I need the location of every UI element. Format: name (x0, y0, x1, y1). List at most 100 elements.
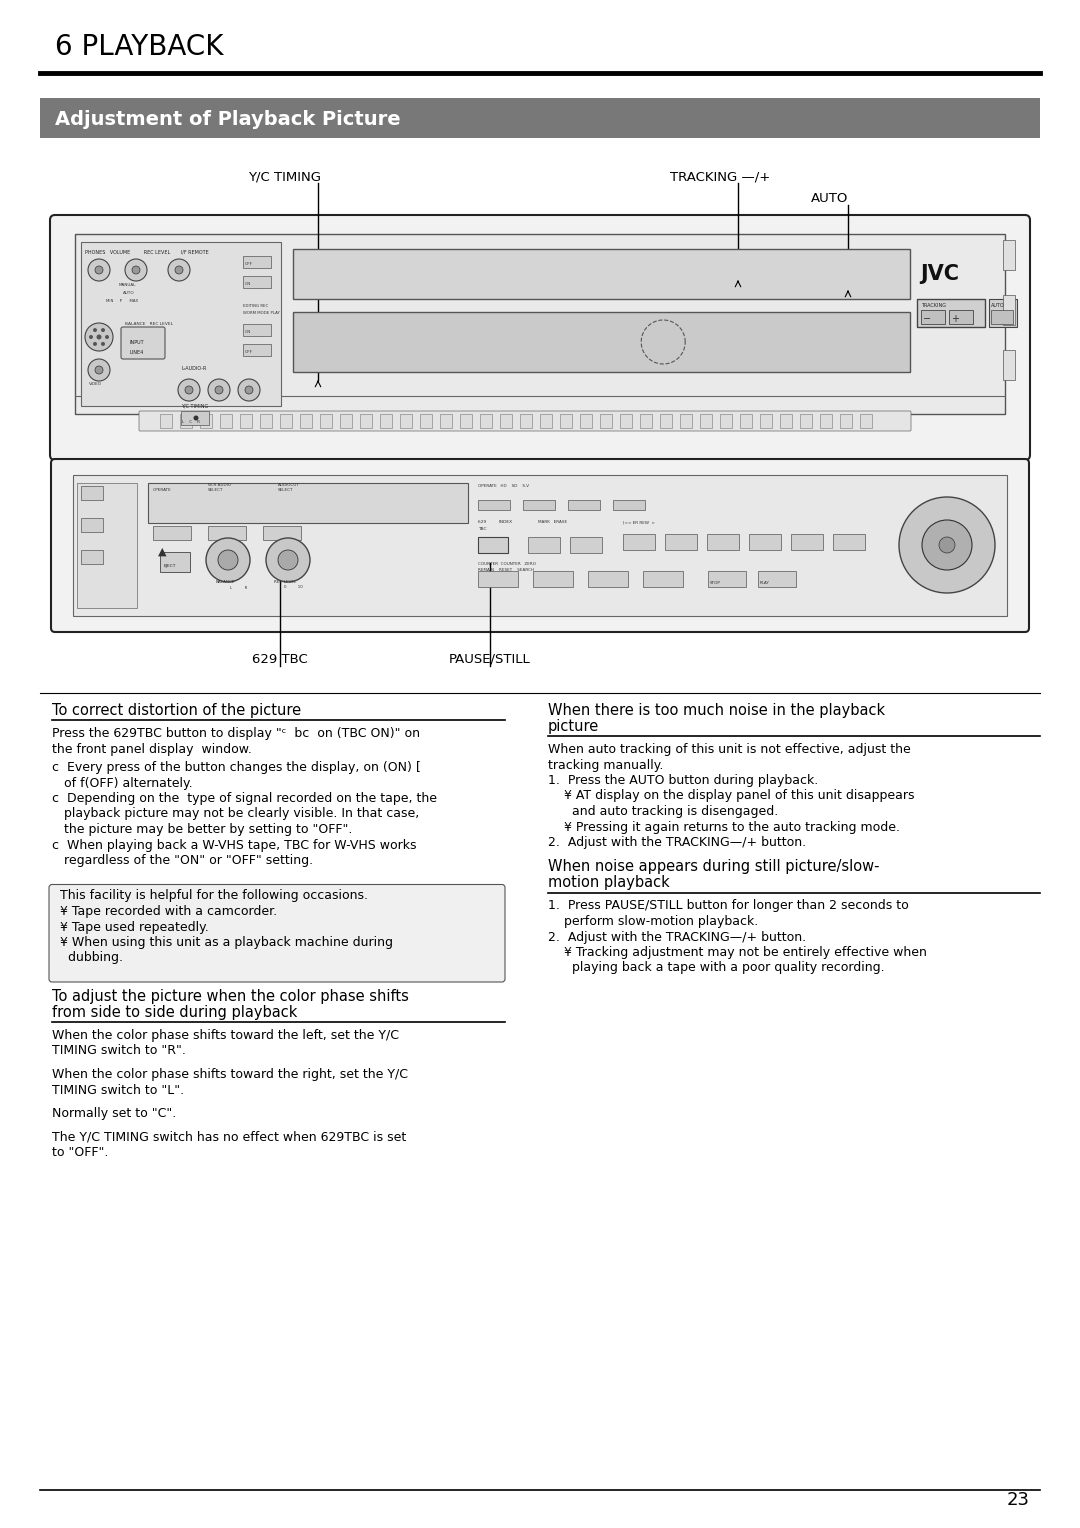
Text: W-R AUDIO
SELECT: W-R AUDIO SELECT (208, 483, 231, 492)
Bar (680, 414, 692, 428)
Bar (220, 414, 232, 428)
Text: Adjustment of Playback Picture: Adjustment of Playback Picture (55, 110, 401, 128)
Text: 6 PLAYBACK: 6 PLAYBACK (55, 34, 224, 61)
Bar (989, 299, 1017, 327)
Bar (81, 518, 103, 532)
Text: L          R: L R (230, 587, 247, 590)
Text: Y/C TIMING: Y/C TIMING (181, 403, 208, 408)
Bar (707, 533, 739, 550)
Bar (780, 414, 792, 428)
Bar (160, 552, 190, 571)
Text: 1.  Press PAUSE/STILL button for longer than 2 seconds to: 1. Press PAUSE/STILL button for longer t… (548, 900, 908, 912)
Bar (643, 571, 683, 587)
Bar (708, 571, 746, 587)
Text: TRACKING: TRACKING (921, 303, 946, 309)
Text: REMAIN    RESET    SEARCH: REMAIN RESET SEARCH (478, 568, 534, 571)
Bar (81, 550, 103, 564)
Text: STOP: STOP (710, 581, 720, 585)
Text: AUTO: AUTO (811, 193, 849, 205)
Bar (77, 483, 137, 608)
Text: c  When playing back a W-VHS tape, TBC for W-VHS works: c When playing back a W-VHS tape, TBC fo… (52, 839, 417, 851)
Text: To adjust the picture when the color phase shifts: To adjust the picture when the color pha… (52, 989, 409, 1004)
Bar (180, 414, 192, 428)
Bar (400, 414, 411, 428)
FancyBboxPatch shape (121, 327, 165, 359)
Bar (160, 414, 172, 428)
Circle shape (105, 335, 109, 339)
Bar (293, 249, 910, 299)
Bar (243, 257, 271, 267)
Text: PAUSE/STILL: PAUSE/STILL (449, 652, 531, 666)
Bar (153, 526, 191, 539)
Text: TBC: TBC (478, 527, 486, 532)
Circle shape (168, 260, 190, 281)
Text: To correct distortion of the picture: To correct distortion of the picture (52, 703, 301, 718)
Circle shape (238, 379, 260, 400)
Text: ¥ Tape recorded with a camcorder.: ¥ Tape recorded with a camcorder. (60, 905, 278, 918)
Bar (791, 533, 823, 550)
Bar (243, 277, 271, 287)
Text: When noise appears during still picture/slow-: When noise appears during still picture/… (548, 859, 879, 874)
Circle shape (95, 266, 103, 274)
Circle shape (899, 497, 995, 593)
Bar (478, 500, 510, 510)
Bar (600, 414, 612, 428)
Circle shape (89, 335, 93, 339)
Bar (665, 533, 697, 550)
Bar (300, 414, 312, 428)
Bar (700, 414, 712, 428)
Bar (750, 533, 781, 550)
Bar (380, 414, 392, 428)
Circle shape (185, 387, 193, 394)
Text: When the color phase shifts toward the left, set the Y/C: When the color phase shifts toward the l… (52, 1028, 399, 1042)
Bar (280, 414, 292, 428)
Text: L    C    R: L C R (183, 420, 200, 423)
Bar (561, 414, 572, 428)
Bar (1003, 295, 1015, 325)
Text: When auto tracking of this unit is not effective, adjust the: When auto tracking of this unit is not e… (548, 743, 910, 756)
Bar (320, 414, 332, 428)
Bar (478, 536, 508, 553)
Bar (660, 414, 672, 428)
Bar (800, 414, 812, 428)
Bar (243, 344, 271, 356)
Text: 2.  Adjust with the TRACKING—/+ button.: 2. Adjust with the TRACKING—/+ button. (548, 836, 806, 850)
Text: COUNTER  COUNTER   ZERO: COUNTER COUNTER ZERO (478, 562, 536, 565)
Text: TRACKING —/+: TRACKING —/+ (670, 170, 770, 183)
Text: INPUT: INPUT (129, 341, 144, 345)
Bar (480, 414, 492, 428)
Text: ¥ Pressing it again returns to the auto tracking mode.: ¥ Pressing it again returns to the auto … (548, 821, 900, 833)
Bar (570, 536, 602, 553)
Bar (921, 310, 945, 324)
Bar (148, 483, 468, 523)
Bar (588, 571, 627, 587)
Circle shape (178, 379, 200, 400)
Bar (81, 241, 281, 406)
Bar (528, 536, 561, 553)
Bar (81, 486, 103, 500)
Bar (840, 414, 852, 428)
FancyBboxPatch shape (139, 411, 912, 431)
Bar (360, 414, 372, 428)
Bar (613, 500, 645, 510)
Text: JVC: JVC (920, 264, 959, 284)
Bar (181, 411, 210, 425)
Text: 629         INDEX: 629 INDEX (478, 520, 512, 524)
Text: This facility is helpful for the following occasions.: This facility is helpful for the followi… (60, 889, 368, 903)
Text: AUTO: AUTO (991, 303, 1004, 309)
Bar (523, 500, 555, 510)
Bar (208, 526, 246, 539)
Bar (1003, 240, 1015, 270)
Text: c  Depending on the  type of signal recorded on the tape, the: c Depending on the type of signal record… (52, 792, 437, 805)
Text: and auto tracking is disengaged.: and auto tracking is disengaged. (548, 805, 779, 817)
Bar (917, 299, 985, 327)
Text: EJECT: EJECT (164, 564, 176, 568)
Bar (720, 414, 732, 428)
Circle shape (208, 379, 230, 400)
Circle shape (266, 538, 310, 582)
Text: ¥ Tape used repeatedly.: ¥ Tape used repeatedly. (60, 920, 208, 934)
Circle shape (206, 538, 249, 582)
Circle shape (102, 342, 105, 345)
Text: ▲: ▲ (158, 547, 166, 558)
Text: 629 TBC: 629 TBC (252, 652, 308, 666)
